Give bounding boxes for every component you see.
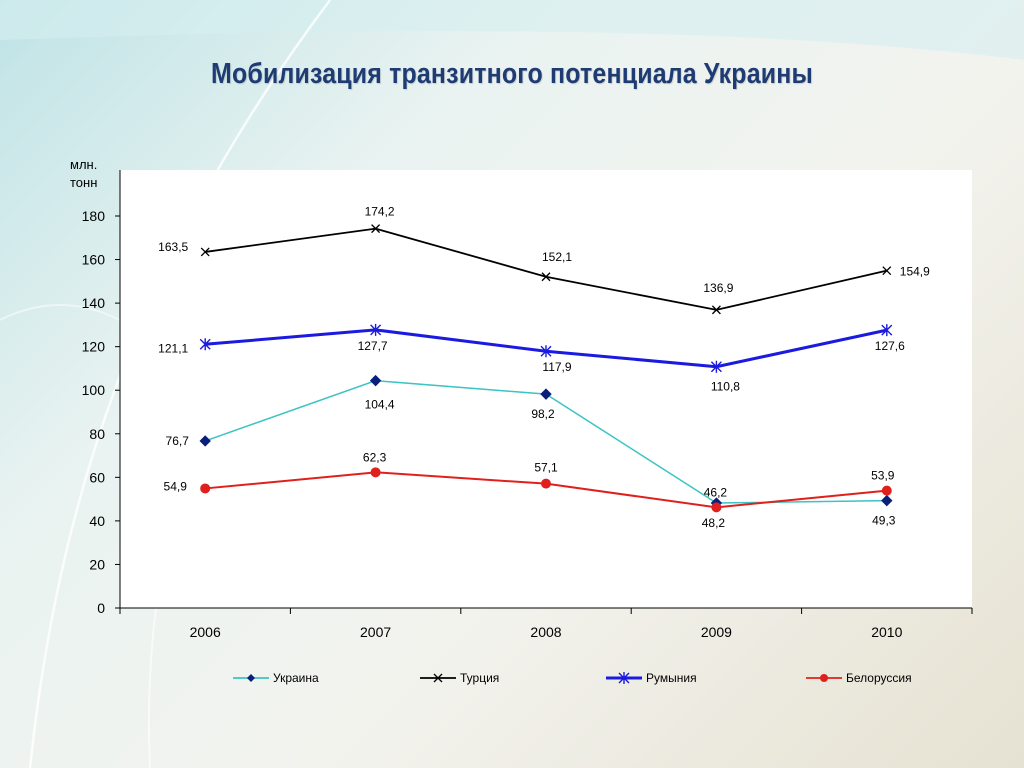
legend-label: Румыния xyxy=(646,671,697,685)
data-label: 62,3 xyxy=(363,450,387,464)
data-label: 104,4 xyxy=(365,398,395,412)
legend-label: Турция xyxy=(460,671,500,685)
data-point xyxy=(370,323,382,336)
data-point xyxy=(711,305,721,315)
data-label: 46,2 xyxy=(704,485,728,499)
data-label: 152,1 xyxy=(542,250,572,264)
data-label: 49,3 xyxy=(872,514,896,528)
data-point xyxy=(882,266,892,276)
y-tick-label: 120 xyxy=(82,339,106,355)
y-tick-label: 0 xyxy=(97,600,105,616)
data-label: 57,1 xyxy=(534,461,558,475)
data-point xyxy=(711,502,722,513)
data-point xyxy=(370,467,381,478)
legend-label: Украина xyxy=(273,671,319,685)
data-label: 154,9 xyxy=(900,265,930,279)
data-label: 127,7 xyxy=(358,339,388,353)
unit-line-2: тонн xyxy=(70,175,98,190)
data-label: 121,1 xyxy=(158,341,188,355)
unit-line-1: млн. xyxy=(70,157,98,172)
data-point xyxy=(199,338,211,351)
data-point xyxy=(541,272,551,282)
data-point xyxy=(540,345,552,358)
legend-swatch xyxy=(806,674,842,682)
legend-swatch xyxy=(233,674,269,682)
legend-label: Белоруссия xyxy=(846,671,912,685)
data-point xyxy=(881,494,893,507)
data-point xyxy=(371,224,381,234)
y-tick-label: 160 xyxy=(82,252,106,268)
data-point xyxy=(369,374,382,387)
x-tick-label: 2008 xyxy=(530,624,561,640)
data-label: 117,9 xyxy=(542,360,571,374)
legend-swatch xyxy=(420,673,456,683)
x-tick-label: 2010 xyxy=(871,624,902,640)
legend-swatch xyxy=(606,672,642,684)
data-point xyxy=(200,247,210,257)
data-label: 110,8 xyxy=(711,380,740,394)
y-tick-label: 40 xyxy=(89,513,105,529)
data-label: 127,6 xyxy=(875,339,905,353)
y-tick-label: 20 xyxy=(89,556,105,572)
y-tick-label: 80 xyxy=(89,426,105,442)
data-point xyxy=(541,478,551,489)
data-label: 136,9 xyxy=(703,281,733,295)
data-label: 174,2 xyxy=(365,205,395,219)
data-point xyxy=(881,324,893,337)
y-axis-unit: млн. тонн xyxy=(70,156,97,192)
data-point xyxy=(199,435,211,447)
y-tick-label: 180 xyxy=(82,208,106,224)
data-label: 54,9 xyxy=(164,479,188,493)
y-tick-label: 60 xyxy=(89,469,105,485)
data-label: 163,5 xyxy=(158,240,188,254)
chart-legend: Украина Турция Румыния Белоруссия xyxy=(120,668,972,688)
data-label: 98,2 xyxy=(531,407,555,421)
page-title: Мобилизация транзитного потенциала Украи… xyxy=(211,58,813,90)
data-label: 53,9 xyxy=(871,469,895,483)
data-point xyxy=(710,360,722,373)
y-tick-label: 140 xyxy=(82,295,106,311)
data-label: 76,7 xyxy=(166,434,190,448)
x-tick-label: 2006 xyxy=(190,624,221,640)
x-tick-label: 2007 xyxy=(360,624,391,640)
x-tick-label: 2009 xyxy=(701,624,732,640)
y-tick-label: 100 xyxy=(82,382,106,398)
data-point xyxy=(540,388,552,400)
data-point xyxy=(881,485,892,496)
series-line xyxy=(205,227,888,311)
data-label: 48,2 xyxy=(702,516,726,530)
data-point xyxy=(200,483,211,494)
